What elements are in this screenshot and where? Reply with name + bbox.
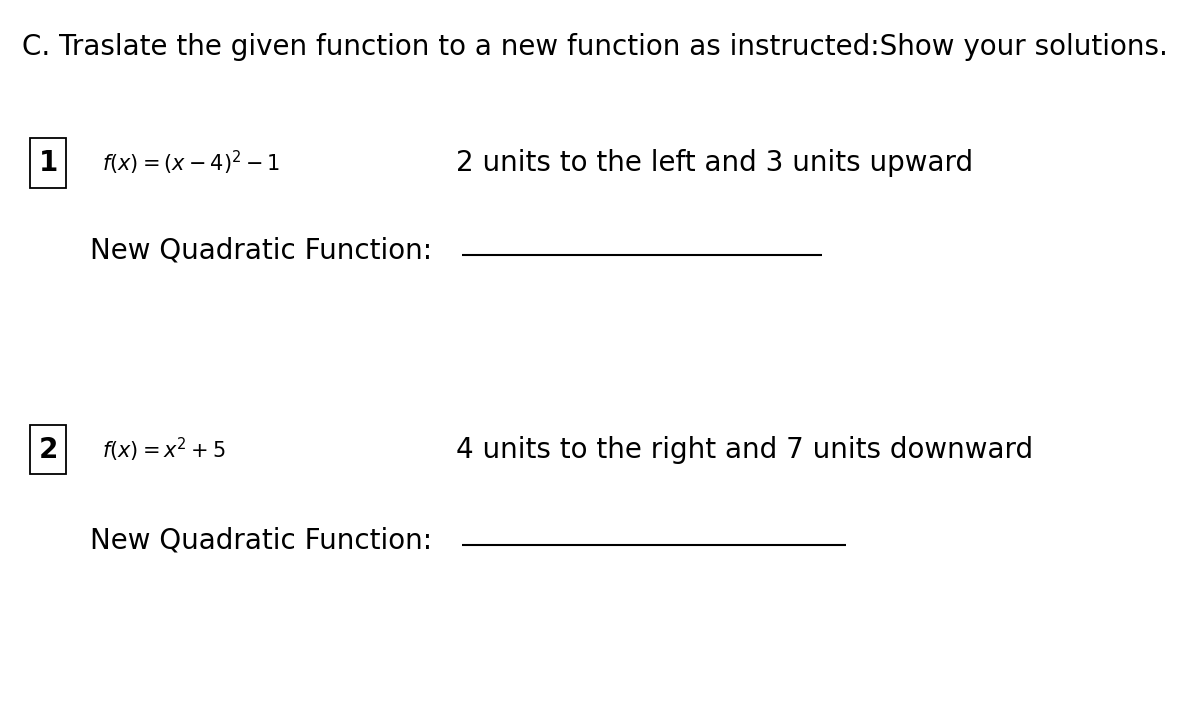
Text: 2 units to the left and 3 units upward: 2 units to the left and 3 units upward <box>456 149 973 177</box>
Text: $f(x) = (x - 4)^2 - 1$: $f(x) = (x - 4)^2 - 1$ <box>102 149 281 177</box>
FancyBboxPatch shape <box>30 425 66 474</box>
Text: 1: 1 <box>38 149 58 177</box>
Text: New Quadratic Function:: New Quadratic Function: <box>90 236 432 264</box>
FancyBboxPatch shape <box>30 138 66 188</box>
Text: New Quadratic Function:: New Quadratic Function: <box>90 526 432 554</box>
Text: C. Traslate the given function to a new function as instructed:Show your solutio: C. Traslate the given function to a new … <box>22 33 1168 61</box>
Text: 4 units to the right and 7 units downward: 4 units to the right and 7 units downwar… <box>456 436 1033 463</box>
Text: 2: 2 <box>38 436 58 463</box>
Text: $f(x) = x^2 + 5$: $f(x) = x^2 + 5$ <box>102 436 226 463</box>
